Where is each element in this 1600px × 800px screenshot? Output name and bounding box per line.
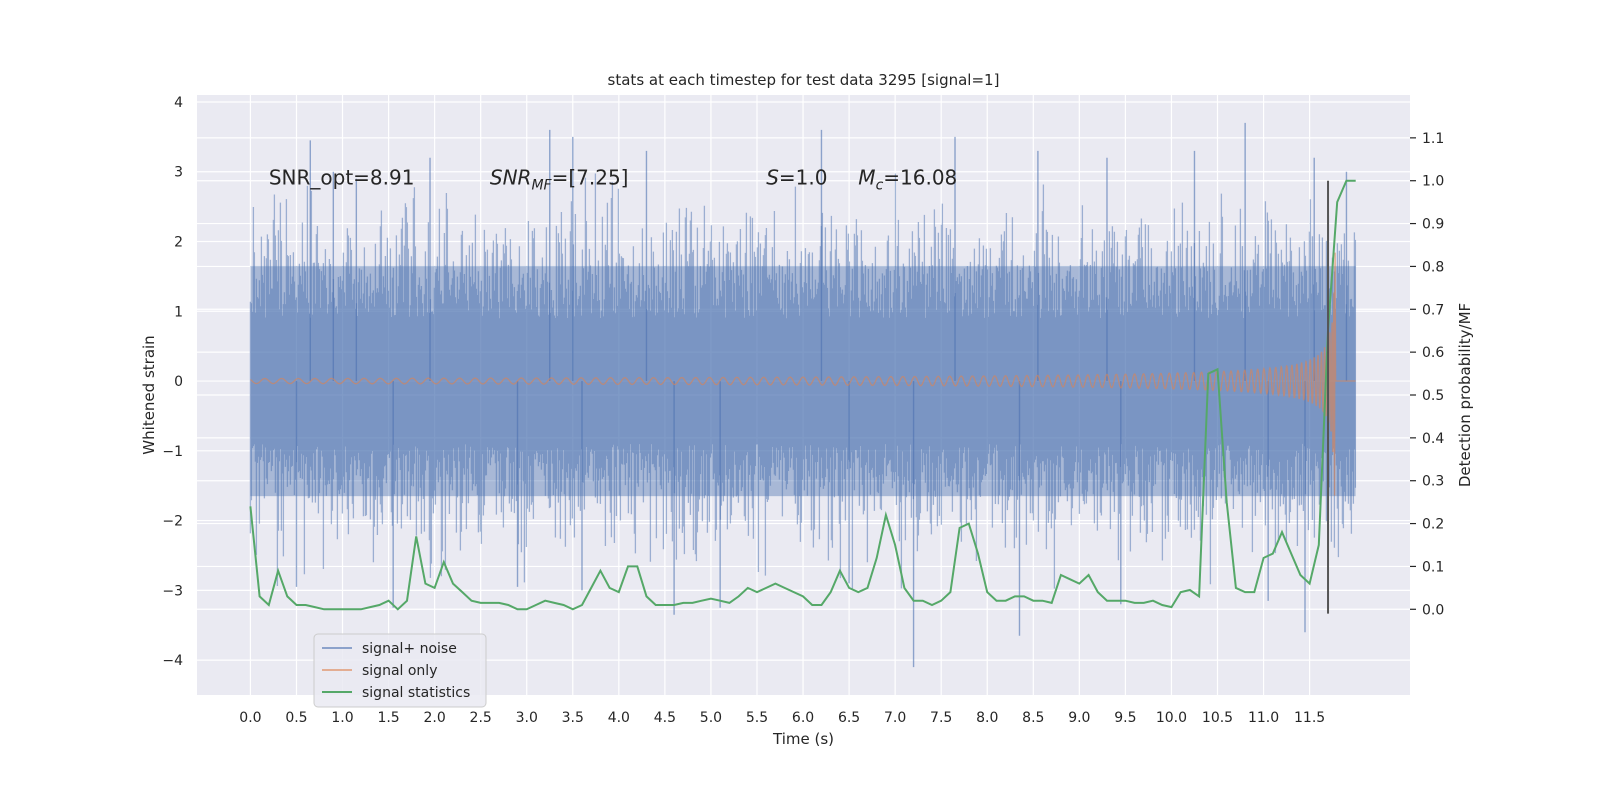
legend: signal+ noise signal only signal statistic… xyxy=(313,633,487,708)
x-tick-label: 11.0 xyxy=(1248,710,1279,726)
y-right-tick-label: 0.0 xyxy=(1422,602,1444,618)
y-right-axis-label: Detection probability/MF xyxy=(1456,303,1474,487)
legend-label: signal statistics xyxy=(362,685,470,701)
x-tick-label: 5.0 xyxy=(700,710,722,726)
y-left-tick-label: −2 xyxy=(162,514,183,530)
legend-box xyxy=(313,633,487,708)
x-tick-label: 0.0 xyxy=(239,710,261,726)
x-tick-label: 3.5 xyxy=(562,710,584,726)
x-tick-label: 1.0 xyxy=(331,710,353,726)
annotation-main: SNR xyxy=(490,165,532,189)
noise-trace xyxy=(249,173,1357,589)
y-left-tick-label: −4 xyxy=(162,653,183,669)
annotation: Mc=16.08 xyxy=(858,165,957,193)
y-left-tick-label: 4 xyxy=(174,95,183,111)
x-tick-label: 10.5 xyxy=(1202,710,1233,726)
annotation-sub: c xyxy=(876,177,884,193)
y-left-axis-label: Whitened strain xyxy=(140,335,158,454)
x-tick-label: 4.0 xyxy=(608,710,630,726)
chirp-line xyxy=(250,252,1356,496)
y-right-tick-label: 0.8 xyxy=(1422,259,1444,275)
annotation-sub: MF xyxy=(531,177,552,193)
chart-title: stats at each timestep for test data 329… xyxy=(608,71,1000,89)
x-tick-label: 3.0 xyxy=(516,710,538,726)
annotation-main: S xyxy=(766,165,779,189)
legend-label: signal+ noise xyxy=(362,641,457,657)
annotation-rest: =1.0 xyxy=(779,165,828,189)
y-left-tick-label: 1 xyxy=(174,304,183,320)
y-right-tick-label: 0.5 xyxy=(1422,388,1444,404)
y-right-tick-label: 0.1 xyxy=(1422,559,1444,575)
x-axis-label: Time (s) xyxy=(772,730,834,748)
x-tick-label: 4.5 xyxy=(654,710,676,726)
y-left-tick-label: −3 xyxy=(162,583,183,599)
x-tick-label: 0.5 xyxy=(285,710,307,726)
y-left-tick-label: 3 xyxy=(174,165,183,181)
annotation: S=1.0 xyxy=(766,165,827,189)
annotation-main: SNR_opt=8.91 xyxy=(269,165,415,189)
y-left-tick-label: 2 xyxy=(174,235,183,251)
annotation-rest: =[7.25] xyxy=(552,165,629,189)
statistics-line xyxy=(249,179,1356,611)
annotation-rest: =16.08 xyxy=(883,165,957,189)
x-tick-label: 5.5 xyxy=(746,710,768,726)
axes-layer: 0.0 0.5 1.0 1.5 2.0 2.5 3.0 3.5 4.0 4.5 5.0 5.5 6.0 6… xyxy=(162,95,1444,726)
x-tick-label: 9.5 xyxy=(1114,710,1136,726)
y-right-tick-label: 0.2 xyxy=(1422,517,1444,533)
x-tick-label: 9.0 xyxy=(1068,710,1090,726)
x-tick-label: 11.5 xyxy=(1294,710,1325,726)
y-right-tick-label: 0.4 xyxy=(1422,431,1444,447)
y-right-tick-label: 0.7 xyxy=(1422,302,1444,318)
y-right-tick-label: 0.3 xyxy=(1422,474,1444,490)
x-tick-label: 8.0 xyxy=(976,710,998,726)
annotation: SNRMF=[7.25] xyxy=(490,165,629,193)
y-right-tick-label: 0.6 xyxy=(1422,345,1444,361)
series-layer xyxy=(249,122,1357,668)
annotation-main: M xyxy=(858,165,875,189)
x-tick-label: 6.5 xyxy=(838,710,860,726)
legend-label: signal only xyxy=(362,663,437,679)
annotation: SNR_opt=8.91 xyxy=(269,165,415,189)
y-right-tick-label: 1.0 xyxy=(1422,174,1444,190)
x-tick-label: 7.0 xyxy=(884,710,906,726)
series-signal-only xyxy=(250,252,1356,496)
y-right-tick-label: 0.9 xyxy=(1422,217,1444,233)
x-tick-label: 8.5 xyxy=(1022,710,1044,726)
x-tick-label: 7.5 xyxy=(930,710,952,726)
y-left-tick-label: 0 xyxy=(174,374,183,390)
series-signal-statistics xyxy=(249,179,1356,611)
x-tick-label: 2.5 xyxy=(470,710,492,726)
x-tick-label: 10.0 xyxy=(1156,710,1187,726)
annotations: SNR_opt=8.91 SNRMF=[7.25] S=1.0 Mc=16.08 xyxy=(269,165,957,193)
x-tick-label: 2.0 xyxy=(423,710,445,726)
x-tick-label: 1.5 xyxy=(377,710,399,726)
y-left-tick-label: −1 xyxy=(162,444,183,460)
x-tick-label: 6.0 xyxy=(792,710,814,726)
y-right-tick-label: 1.1 xyxy=(1422,131,1444,147)
